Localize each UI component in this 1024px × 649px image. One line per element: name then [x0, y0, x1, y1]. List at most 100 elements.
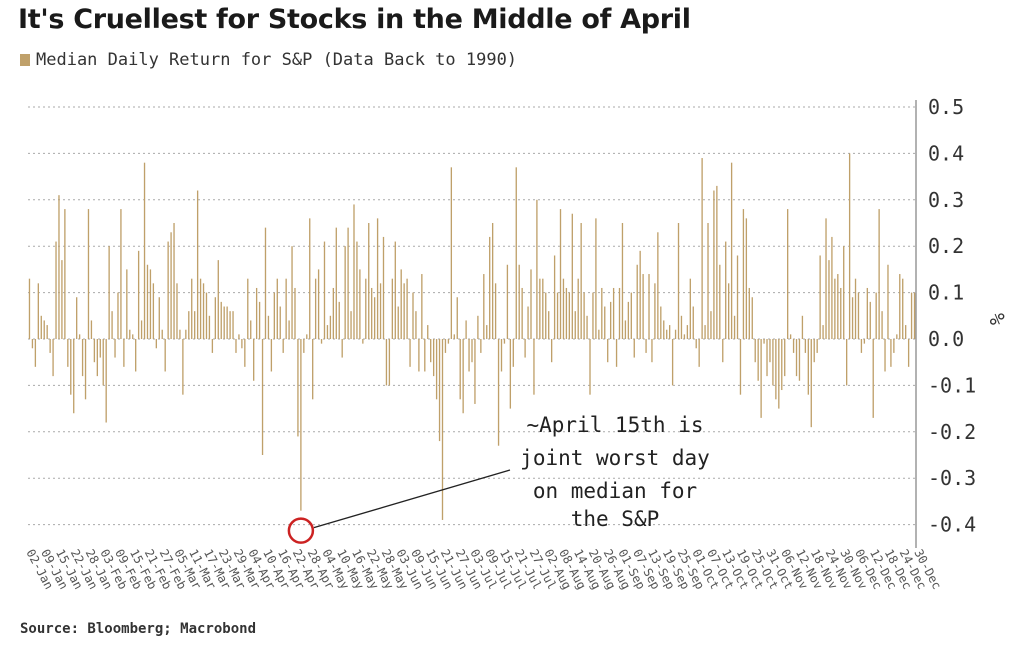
bar — [326, 325, 329, 339]
bar — [592, 292, 594, 339]
bar — [601, 287, 603, 339]
bar — [548, 311, 550, 339]
bar — [226, 306, 228, 339]
bar — [607, 339, 609, 363]
bar — [887, 264, 889, 339]
bar — [595, 218, 597, 339]
bar — [784, 339, 786, 377]
bar — [843, 246, 845, 339]
annotation-text: on median for — [533, 479, 697, 503]
bar — [120, 209, 122, 339]
bar — [412, 292, 414, 339]
bar — [577, 278, 579, 339]
bar — [902, 278, 904, 339]
bar — [291, 246, 293, 339]
bar — [674, 329, 677, 339]
bar — [722, 339, 724, 363]
bar — [152, 283, 155, 339]
bar — [359, 269, 361, 339]
bar — [312, 339, 314, 400]
annotation-text: joint worst day — [520, 446, 710, 470]
bar — [43, 320, 45, 339]
bar — [683, 334, 686, 339]
bar — [173, 223, 175, 339]
bar — [719, 264, 721, 339]
bar — [132, 334, 134, 339]
bar — [677, 223, 680, 339]
bar — [471, 339, 473, 363]
bar — [533, 339, 535, 395]
bar — [745, 218, 748, 339]
bar — [474, 339, 476, 404]
bar — [890, 339, 892, 367]
bar — [907, 339, 910, 367]
bar — [571, 213, 573, 339]
bar — [211, 339, 214, 353]
bar — [179, 329, 181, 339]
bar — [562, 278, 565, 339]
bar — [503, 339, 506, 344]
bar — [489, 236, 491, 339]
bar — [612, 287, 615, 339]
bar — [795, 339, 798, 377]
bar — [394, 241, 396, 339]
bar — [456, 297, 458, 339]
bar — [244, 339, 246, 367]
bar — [798, 339, 801, 381]
bar — [875, 292, 877, 339]
bar — [303, 339, 305, 353]
bar — [509, 339, 512, 409]
bar — [769, 339, 771, 363]
bar — [657, 232, 659, 339]
bar — [400, 269, 402, 339]
bar — [309, 218, 311, 339]
bar — [441, 339, 444, 520]
bar — [810, 339, 812, 428]
bar — [129, 329, 131, 339]
bar — [170, 232, 172, 339]
bar — [229, 311, 231, 339]
bar — [848, 153, 851, 339]
bar — [135, 339, 137, 372]
bar — [586, 315, 588, 339]
bar — [766, 339, 768, 377]
bar — [199, 278, 202, 339]
bar — [67, 339, 69, 367]
bar — [250, 320, 252, 339]
bar — [338, 301, 340, 339]
bar — [279, 306, 281, 339]
bar — [574, 311, 576, 339]
bar — [553, 255, 556, 339]
bar — [34, 339, 37, 367]
bar — [191, 278, 193, 339]
bar — [872, 339, 874, 418]
bar — [642, 274, 644, 339]
bar — [692, 306, 694, 339]
bar — [633, 339, 635, 358]
bar — [860, 339, 863, 353]
bar — [536, 199, 538, 339]
bar — [854, 278, 857, 339]
bar — [344, 246, 346, 339]
bar — [645, 339, 647, 353]
bar — [787, 209, 789, 339]
bar — [87, 209, 90, 339]
bar — [695, 339, 697, 349]
bar — [314, 278, 317, 339]
bar — [385, 339, 388, 386]
bar — [748, 287, 750, 339]
bar — [111, 311, 113, 339]
bar — [332, 287, 335, 339]
bar — [300, 339, 302, 511]
bar — [285, 278, 287, 339]
legend-label: Median Daily Return for S&P (Data Back t… — [36, 50, 518, 70]
annotation-leader-line — [313, 469, 511, 529]
bar — [831, 236, 833, 339]
bar — [424, 339, 426, 372]
bar — [550, 339, 553, 363]
bar — [730, 162, 733, 339]
bar — [840, 287, 842, 339]
legend-swatch — [20, 54, 30, 66]
bar — [320, 339, 323, 344]
bar — [317, 269, 320, 339]
